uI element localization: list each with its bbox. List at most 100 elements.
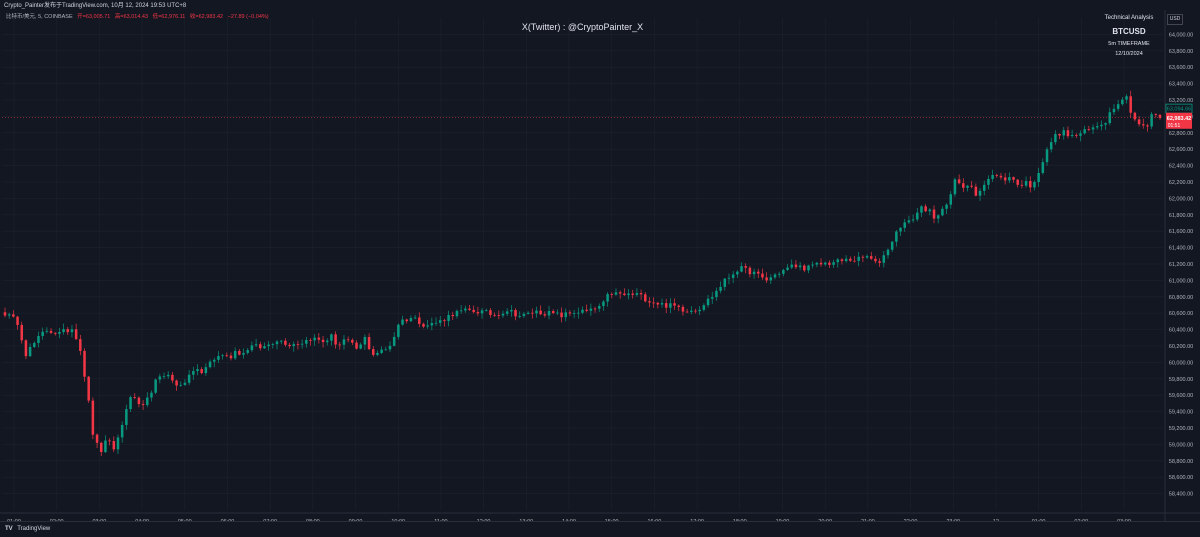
candle-body <box>24 340 28 357</box>
candle <box>484 308 488 312</box>
candle-body <box>33 342 36 347</box>
candle <box>736 270 739 279</box>
candle-body <box>614 292 618 295</box>
candle <box>1020 180 1024 189</box>
candle <box>355 340 358 350</box>
candle-body <box>267 344 270 347</box>
candle <box>710 291 714 305</box>
candle <box>367 333 371 351</box>
candle <box>606 292 609 307</box>
candle <box>342 335 346 350</box>
candle-body <box>392 336 396 346</box>
candle-body <box>1045 149 1049 163</box>
candle-body <box>99 442 103 453</box>
candle-body <box>765 277 768 281</box>
candle-body <box>1116 104 1120 109</box>
currency-button[interactable]: USD <box>1167 14 1183 25</box>
candle <box>33 341 36 349</box>
candle <box>321 335 325 348</box>
candle <box>392 332 396 347</box>
candle-body <box>803 265 806 271</box>
candle <box>388 341 392 353</box>
candle <box>384 346 388 351</box>
candle <box>828 260 831 269</box>
candle-body <box>443 320 446 322</box>
candle <box>279 339 283 345</box>
y-tick-label: 62,200.00 <box>1169 180 1193 186</box>
candle <box>95 433 99 448</box>
candle-body <box>807 265 810 271</box>
candle <box>618 290 622 299</box>
candle <box>815 261 819 268</box>
time-axis[interactable]: 01:00 02:00 03:00 04:00 05:00 06:00 07:00 08:00… <box>7 519 1131 521</box>
candle-body <box>28 346 32 357</box>
candle-body <box>618 292 622 294</box>
candle-body <box>869 256 873 259</box>
candle <box>572 309 576 319</box>
candle <box>819 258 823 267</box>
candle <box>208 359 212 369</box>
candle <box>259 341 262 351</box>
candle-body <box>731 274 735 278</box>
candle-body <box>828 262 831 265</box>
candle-body <box>233 350 237 359</box>
candle-body <box>669 303 672 308</box>
candle-body <box>727 277 731 279</box>
candle-body <box>890 241 894 250</box>
candle <box>1083 125 1086 135</box>
candle <box>3 307 7 318</box>
candle-body <box>497 315 501 316</box>
candle <box>242 348 245 359</box>
candle <box>878 258 881 267</box>
publish-info-bar: Crypto_Painter发布于TradingView.com, 10月 12… <box>0 0 1200 12</box>
candle <box>836 257 840 268</box>
candle <box>757 268 760 279</box>
candle <box>865 254 869 259</box>
candle <box>807 264 810 274</box>
candle <box>970 180 973 189</box>
candle-body <box>710 297 714 299</box>
legend-close: 收=62,983.42 <box>189 14 224 20</box>
candle <box>250 341 254 353</box>
candle <box>857 251 860 267</box>
candle <box>28 343 32 357</box>
candle <box>1112 104 1116 115</box>
candle <box>1079 130 1082 142</box>
candle <box>723 277 727 291</box>
candle <box>920 205 923 217</box>
candle <box>577 307 580 319</box>
candle <box>995 173 999 178</box>
candle <box>150 390 153 402</box>
legend-symbol: 比特币/美元, 5, COINBASE <box>6 14 73 20</box>
candle <box>70 324 74 338</box>
price-axis[interactable]: 58,400.00 58,600.00 58,800.00 59,000.00 59,2… <box>1169 32 1193 497</box>
candle-body <box>932 209 936 219</box>
candle-body <box>832 262 835 265</box>
candle <box>698 306 701 316</box>
candle-body <box>740 266 743 272</box>
y-tick-label: 61,400.00 <box>1169 246 1193 252</box>
candle <box>518 311 521 319</box>
candle-body <box>1003 177 1007 181</box>
candle <box>782 268 785 277</box>
candle-body <box>560 312 563 318</box>
candle <box>16 315 19 330</box>
x-tick-label: 02:00 <box>50 519 64 521</box>
candle <box>568 310 572 317</box>
candle <box>1045 147 1049 166</box>
candle-body <box>120 424 124 438</box>
candle <box>535 306 538 318</box>
candle-body <box>1033 182 1036 188</box>
candle-body <box>1154 114 1158 116</box>
candle-body <box>91 400 95 435</box>
x-tick-label: 03:00 <box>93 519 107 521</box>
candle <box>1150 111 1153 130</box>
candle-body <box>865 256 869 258</box>
candlestick-chart[interactable]: 58,400.00 58,600.00 58,800.00 59,000.00 59,2… <box>0 10 1200 521</box>
candle <box>120 421 124 443</box>
candle-body <box>551 310 555 314</box>
y-tick-label: 62,600.00 <box>1169 147 1193 153</box>
candle <box>1116 99 1120 112</box>
candle-body <box>217 356 220 360</box>
candle-body <box>694 310 697 312</box>
